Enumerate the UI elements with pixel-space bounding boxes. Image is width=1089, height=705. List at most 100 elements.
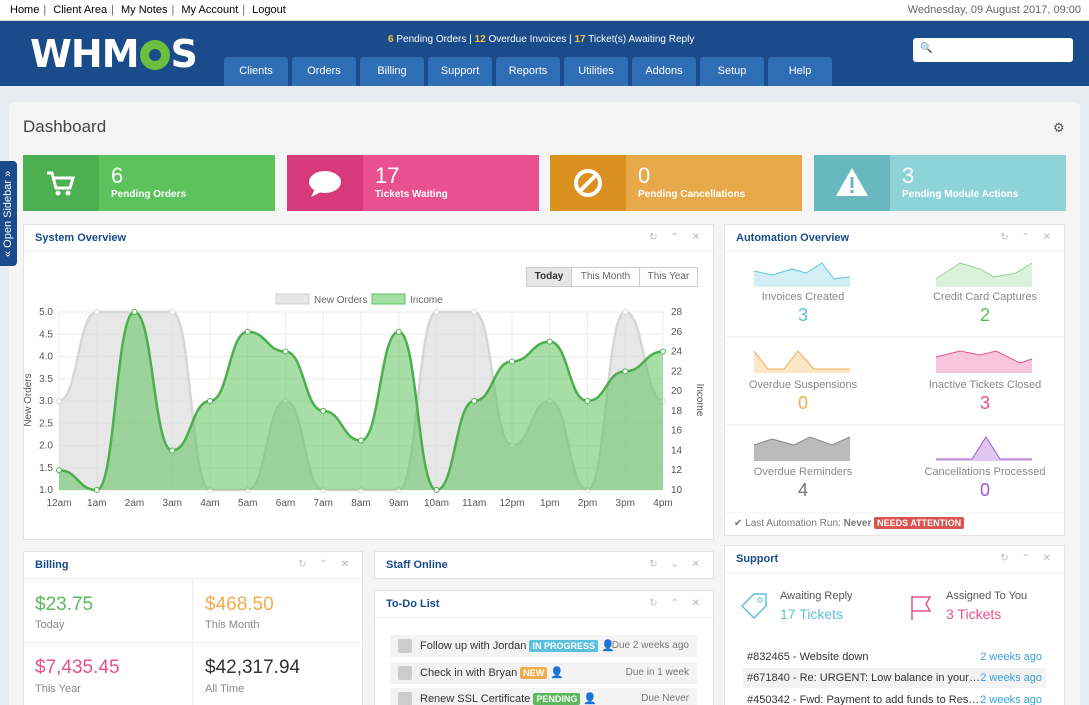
search-input[interactable]: 🔍 (913, 38, 1073, 62)
ticket-row[interactable]: #671840 - Re: URGENT: Low balance in you… (743, 668, 1046, 688)
y-tick-label: 2.5 (39, 418, 53, 429)
home-link[interactable]: Home (10, 4, 40, 16)
nav-addons[interactable]: Addons (632, 57, 696, 86)
automation-overdue-reminders[interactable]: Overdue Reminders 4 (753, 466, 853, 500)
pending-cancellations-tile[interactable]: 0 Pending Cancellations (550, 155, 802, 211)
x-tick-label: 5am (238, 498, 257, 509)
todo-item[interactable]: Follow up with Jordan IN PROGRESS 👤 Due … (390, 635, 697, 657)
data-point (660, 348, 666, 355)
search-icon: 🔍 (920, 43, 933, 54)
y-axis-title: New Orders (23, 373, 34, 426)
page-title: Dashboard (23, 117, 107, 136)
automation-cancellations-processed[interactable]: Cancellations Processed 0 (924, 466, 1046, 500)
tickets-alert[interactable]: 17 Ticket(s) Awaiting Reply (574, 34, 695, 45)
automation-overdue-suspensions[interactable]: Overdue Suspensions 0 (748, 379, 858, 413)
automation-grid (724, 262, 1065, 513)
widget-controls[interactable]: ↻ ⌃ ✕ (649, 598, 705, 609)
cart-icon (23, 155, 99, 211)
my-account-link[interactable]: My Account (181, 4, 239, 16)
automation-inactive-tickets-closed[interactable]: Inactive Tickets Closed 3 (928, 379, 1042, 413)
open-sidebar-tab[interactable]: « Open Sidebar » (0, 161, 17, 266)
system-overview-chart: 5.0 4.5 4.0 3.5 3.0 2.5 2.0 1.5 1.0 28 26 24 22 20 18 1… (23, 293, 705, 509)
pending-orders-alert[interactable]: 6 Pending Orders (388, 34, 467, 45)
warning-icon (814, 155, 890, 211)
x-tick-label: 12pm (499, 498, 524, 509)
billing-alltime-label: All Time (205, 683, 245, 695)
range-today[interactable]: Today (526, 267, 572, 287)
current-date: Wednesday, 09 August 2017, 09:00 (907, 4, 1081, 16)
legend-swatch-income (371, 293, 406, 305)
data-point (56, 398, 62, 404)
status-badge: PENDING (533, 693, 581, 705)
nav-clients[interactable]: Clients (224, 57, 288, 86)
tickets-waiting-tile[interactable]: 17 Tickets Waiting (287, 155, 539, 211)
x-tick-label: 7am (314, 498, 333, 509)
todo-item[interactable]: Check in with Bryan NEW 👤 Due in 1 week (390, 662, 697, 684)
overdue-invoices-alert[interactable]: 12 Overdue Invoices (474, 34, 567, 45)
awaiting-reply-value[interactable]: 17 Tickets (780, 606, 844, 622)
client-area-link[interactable]: Client Area (53, 4, 108, 16)
nav-orders[interactable]: Orders (292, 57, 356, 86)
widget-controls[interactable]: ↻ ⌄ ✕ (649, 559, 705, 570)
legend-swatch-new-orders (275, 293, 310, 305)
data-point (584, 398, 591, 404)
x-tick-label: 3pm (616, 498, 635, 509)
widget-controls[interactable]: ↻ ⌃ ✕ (649, 232, 705, 243)
ban-icon (550, 155, 626, 211)
status-badge: NEW (520, 667, 548, 679)
todo-item[interactable]: Renew SSL Certificate PENDING 👤 Due Neve… (390, 688, 697, 705)
data-point (395, 328, 402, 335)
awaiting-reply-label: Awaiting Reply (780, 590, 853, 602)
logout-link[interactable]: Logout (252, 4, 286, 16)
data-point (131, 309, 138, 315)
automation-credit-card-captures[interactable]: Credit Card Captures 2 (933, 291, 1037, 325)
todo-checkbox[interactable] (398, 666, 412, 680)
y2-tick-label: 18 (671, 406, 683, 417)
x-tick-label: 4am (200, 498, 219, 509)
data-point (471, 309, 478, 315)
y2-axis-title: Income (694, 384, 705, 417)
data-point (433, 487, 440, 493)
automation-invoices-created[interactable]: Invoices Created 3 (761, 291, 845, 325)
x-tick-label: 10am (424, 498, 449, 509)
widget-controls[interactable]: ↻ ⌃ ✕ (1000, 232, 1056, 243)
my-notes-link[interactable]: My Notes (121, 4, 168, 16)
whmcs-logo[interactable]: WHM S (30, 32, 198, 76)
billing-today-label: Today (35, 619, 65, 631)
nav-billing[interactable]: Billing (360, 57, 424, 86)
todo-checkbox[interactable] (398, 692, 412, 705)
pending-orders-tile[interactable]: 6 Pending Orders (23, 155, 275, 211)
y2-tick-label: 12 (671, 465, 683, 476)
data-point (622, 309, 629, 315)
y-tick-label: 1.0 (39, 485, 53, 496)
data-point (56, 467, 62, 474)
data-point (471, 398, 478, 404)
nav-setup[interactable]: Setup (700, 57, 764, 86)
billing-alltime-value: $42,317.94 (205, 657, 301, 678)
range-this-year[interactable]: This Year (639, 267, 698, 287)
header: WHM S 6 Pending Orders | 12 Overdue Invoi… (0, 21, 1089, 86)
pending-module-actions-tile[interactable]: 3 Pending Module Actions (814, 155, 1066, 211)
nav-help[interactable]: Help (768, 57, 832, 86)
top-links: Home | Client Area | My Notes | My Account |… (6, 4, 290, 16)
range-this-month[interactable]: This Month (571, 267, 640, 287)
x-tick-label: 11am (462, 498, 486, 509)
data-point (320, 407, 327, 414)
nav-support[interactable]: Support (428, 57, 492, 86)
y-tick-label: 3.5 (39, 374, 53, 385)
nav-reports[interactable]: Reports (496, 57, 560, 86)
x-tick-label: 3am (163, 498, 182, 509)
todo-checkbox[interactable] (398, 639, 412, 653)
widget-controls[interactable]: ↻ ⌃ ✕ (1000, 553, 1056, 564)
ticket-row[interactable]: #450342 - Fwd: Payment to add funds to R… (747, 694, 1042, 705)
assigned-to-you-value[interactable]: 3 Tickets (946, 606, 1002, 622)
tag-icon (740, 593, 767, 620)
y-tick-label: 1.5 (39, 463, 53, 474)
user-icon: 👤 (550, 667, 565, 679)
nav-utilities[interactable]: Utilities (564, 57, 628, 86)
settings-gear-icon[interactable]: ⚙ (1053, 120, 1065, 135)
x-tick-label: 9am (389, 498, 408, 509)
widget-controls[interactable]: ↻ ⌃ ✕ (298, 559, 354, 570)
ticket-row[interactable]: #832465 - Website down 2 weeks ago (747, 651, 1042, 663)
inactive-tickets-closed-sparkline (935, 350, 1033, 373)
